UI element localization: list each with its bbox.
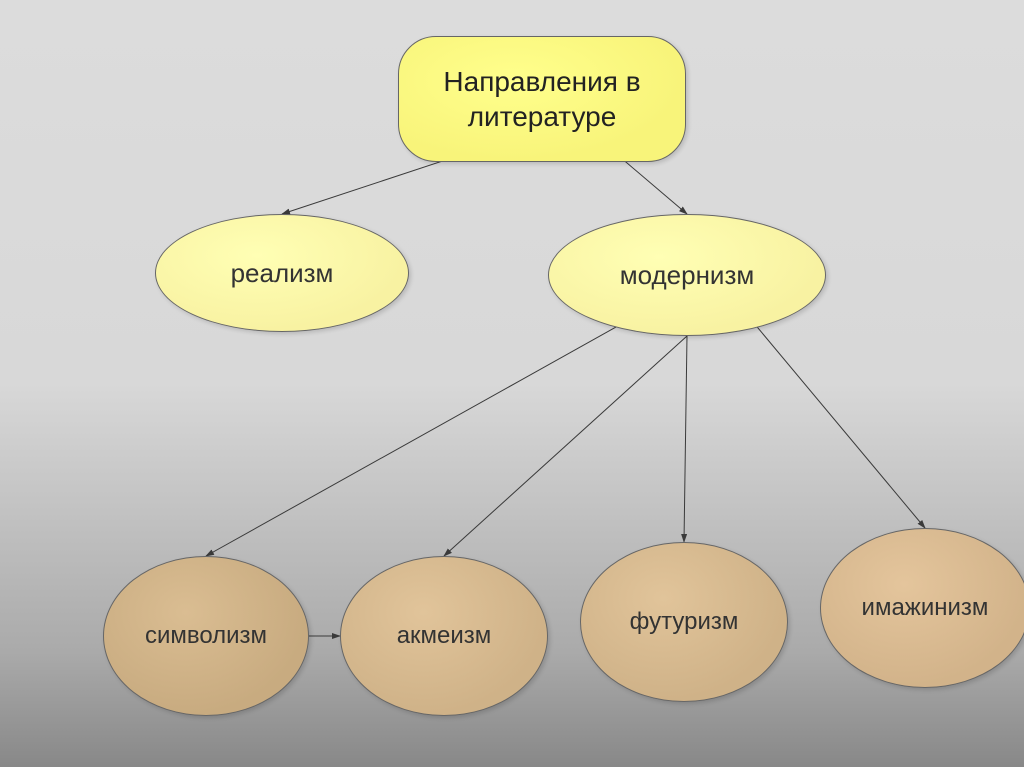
node-acmeism: акмеизм: [340, 556, 548, 716]
node-futurism-label: футуризм: [622, 607, 747, 637]
node-imaginism-label: имажинизм: [854, 593, 997, 623]
node-root-label: Направления в литературе: [399, 64, 685, 134]
node-realism: реализм: [155, 214, 409, 332]
node-imaginism: имажинизм: [820, 528, 1024, 688]
node-acmeism-label: акмеизм: [389, 621, 500, 651]
node-symbolism: символизм: [103, 556, 309, 716]
node-modernism: модернизм: [548, 214, 826, 336]
node-symbolism-label: символизм: [137, 621, 275, 651]
node-realism-label: реализм: [223, 257, 342, 290]
node-root: Направления в литературе: [398, 36, 686, 162]
diagram-canvas: Направления в литературе реализм модерни…: [0, 0, 1024, 767]
node-futurism: футуризм: [580, 542, 788, 702]
node-modernism-label: модернизм: [612, 259, 763, 292]
